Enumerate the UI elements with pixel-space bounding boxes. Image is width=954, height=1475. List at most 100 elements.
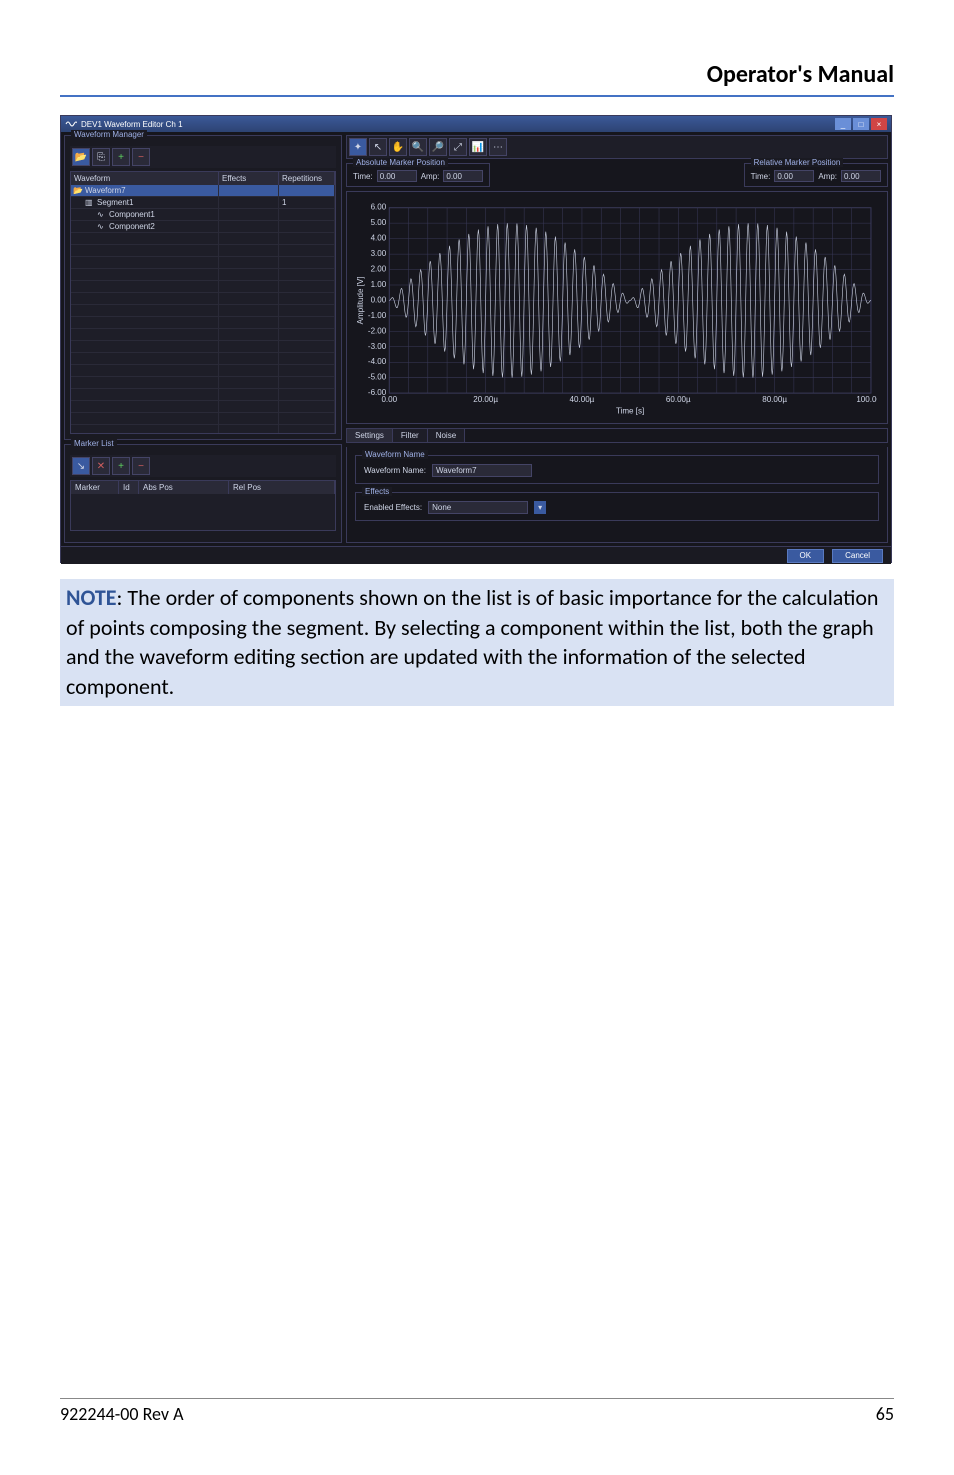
absolute-marker-title: Absolute Marker Position: [353, 158, 448, 167]
chart-toolbar: ✦ ↖ ✋ 🔍 🔎 ⤢ 📊 ⋯: [346, 135, 888, 159]
svg-text:1.00: 1.00: [371, 280, 387, 289]
effects-group: Effects Enabled Effects: ▾: [355, 492, 879, 521]
table-row[interactable]: ∿Component1: [71, 209, 335, 221]
marker-table-header: Marker Id Abs Pos Rel Pos: [71, 481, 335, 494]
col-abspos: Abs Pos: [139, 481, 229, 494]
relative-marker-panel: Relative Marker Position Time: Amp:: [744, 163, 888, 187]
table-row[interactable]: 📂Waveform7: [71, 185, 335, 197]
abs-time-label: Time:: [353, 172, 373, 181]
svg-text:6.00: 6.00: [371, 203, 387, 212]
svg-text:-2.00: -2.00: [368, 326, 387, 335]
svg-text:0.00: 0.00: [381, 395, 397, 404]
waveform-name-group: Waveform Name Waveform Name:: [355, 455, 879, 484]
zoom-in-icon[interactable]: 🔍: [409, 138, 427, 156]
page-header-title: Operator's Manual: [60, 60, 894, 97]
svg-text:80.00µ: 80.00µ: [762, 395, 787, 404]
tab-noise[interactable]: Noise: [428, 429, 465, 442]
tab-filter[interactable]: Filter: [393, 429, 428, 442]
svg-text:20.00µ: 20.00µ: [473, 395, 498, 404]
delete-marker-icon[interactable]: ✕: [92, 457, 110, 475]
relative-marker-title: Relative Marker Position: [751, 158, 844, 167]
svg-text:60.00µ: 60.00µ: [666, 395, 691, 404]
app-window: DEV1 Waveform Editor Ch 1 _ □ × Waveform…: [60, 115, 892, 563]
cancel-button[interactable]: Cancel: [832, 549, 883, 563]
abs-amp-input[interactable]: [443, 170, 483, 182]
copy-icon[interactable]: ⎘: [92, 148, 110, 166]
chart-style-icon[interactable]: 📊: [469, 138, 487, 156]
remove-marker-icon[interactable]: −: [132, 457, 150, 475]
marker-add-icon[interactable]: ✦: [349, 138, 367, 156]
minus-icon[interactable]: −: [132, 148, 150, 166]
chevron-down-icon[interactable]: ▾: [534, 501, 546, 514]
waveform-tree-body[interactable]: 📂Waveform7▥Segment11∿Component1∿Componen…: [71, 185, 335, 433]
note-text: : The order of components shown on the l…: [66, 584, 879, 700]
col-repetitions: Repetitions: [279, 172, 335, 185]
marker-positions-row: Absolute Marker Position Time: Amp: Rela…: [346, 163, 888, 187]
col-id: Id: [119, 481, 139, 494]
effects-label: Enabled Effects:: [364, 503, 422, 512]
zoom-out-icon[interactable]: 🔎: [429, 138, 447, 156]
waveform-chart[interactable]: 6.005.004.003.002.001.000.00-1.00-2.00-3…: [346, 191, 888, 424]
chart-svg: 6.005.004.003.002.001.000.00-1.00-2.00-3…: [353, 198, 877, 421]
marker-table: Marker Id Abs Pos Rel Pos: [70, 480, 336, 531]
effects-group-title: Effects: [362, 487, 392, 496]
svg-text:-4.00: -4.00: [368, 357, 387, 366]
abs-time-input[interactable]: [377, 170, 417, 182]
footer-right: 65: [876, 1403, 894, 1425]
hand-icon[interactable]: ✋: [389, 138, 407, 156]
goto-marker-icon[interactable]: ↘: [72, 457, 90, 475]
table-row[interactable]: ∿Component2: [71, 221, 335, 233]
auto-fit-icon[interactable]: ⤢: [449, 138, 467, 156]
waveform-manager-toolbar: 📂 ⎘ + −: [70, 146, 336, 168]
add-marker-icon[interactable]: +: [112, 457, 130, 475]
abs-amp-label: Amp:: [421, 172, 440, 181]
svg-text:0.00: 0.00: [371, 295, 387, 304]
col-waveform: Waveform: [71, 172, 219, 185]
titlebar[interactable]: DEV1 Waveform Editor Ch 1 _ □ ×: [61, 116, 891, 132]
marker-list-panel: Marker List ↘ ✕ + − Marker Id Abs Pos Re…: [64, 444, 342, 543]
footer-left: 922244-00 Rev A: [60, 1403, 184, 1425]
marker-list-title: Marker List: [71, 439, 117, 448]
dialog-footer: OK Cancel: [61, 546, 891, 564]
svg-text:-5.00: -5.00: [368, 373, 387, 382]
settings-tabs: Settings Filter Noise: [346, 428, 888, 443]
svg-text:Time [s]: Time [s]: [616, 406, 644, 415]
svg-text:3.00: 3.00: [371, 249, 387, 258]
waveform-name-label: Waveform Name:: [364, 466, 426, 475]
table-row[interactable]: ▥Segment11: [71, 197, 335, 209]
minimize-button[interactable]: _: [835, 118, 851, 130]
effects-select[interactable]: [428, 501, 528, 514]
svg-text:-3.00: -3.00: [368, 342, 387, 351]
waveform-tree-header: Waveform Effects Repetitions: [71, 172, 335, 185]
maximize-button[interactable]: □: [853, 118, 869, 130]
col-marker: Marker: [71, 481, 119, 494]
waveform-name-input[interactable]: [432, 464, 532, 477]
svg-text:Amplitude [V]: Amplitude [V]: [356, 277, 365, 325]
col-effects: Effects: [219, 172, 279, 185]
col-relpos: Rel Pos: [229, 481, 335, 494]
ok-button[interactable]: OK: [787, 549, 825, 563]
svg-text:100.00µ: 100.00µ: [856, 395, 877, 404]
pointer-icon[interactable]: ↖: [369, 138, 387, 156]
note-paragraph: NOTE: The order of components shown on t…: [60, 579, 894, 706]
plus-icon[interactable]: +: [112, 148, 130, 166]
rel-amp-input[interactable]: [841, 170, 881, 182]
marker-table-body[interactable]: [71, 494, 335, 530]
wave-icon: [65, 118, 77, 130]
svg-text:2.00: 2.00: [371, 265, 387, 274]
settings-body: Waveform Name Waveform Name: Effects Ena…: [346, 447, 888, 543]
svg-text:5.00: 5.00: [371, 218, 387, 227]
close-button[interactable]: ×: [871, 118, 887, 130]
options-icon[interactable]: ⋯: [489, 138, 507, 156]
tab-settings[interactable]: Settings: [347, 429, 393, 442]
rel-time-input[interactable]: [774, 170, 814, 182]
absolute-marker-panel: Absolute Marker Position Time: Amp:: [346, 163, 490, 187]
waveform-name-group-title: Waveform Name: [362, 450, 428, 459]
svg-text:4.00: 4.00: [371, 234, 387, 243]
svg-text:40.00µ: 40.00µ: [570, 395, 595, 404]
open-icon[interactable]: 📂: [72, 148, 90, 166]
note-label: NOTE: [66, 584, 117, 611]
window-title: DEV1 Waveform Editor Ch 1: [81, 120, 183, 129]
waveform-tree-table: Waveform Effects Repetitions 📂Waveform7▥…: [70, 171, 336, 434]
marker-list-toolbar: ↘ ✕ + −: [70, 455, 336, 477]
